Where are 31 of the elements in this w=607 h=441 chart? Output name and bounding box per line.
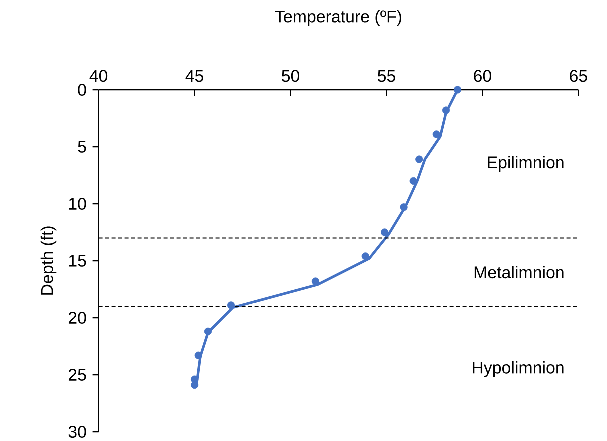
point [381, 228, 389, 236]
x-axis-title: Temperature (ºF) [275, 10, 402, 26]
annotation: Metalimnion [474, 266, 564, 279]
y-tick-label: 25 [68, 368, 86, 381]
x-tick-label: 40 [90, 70, 108, 82]
point [442, 106, 450, 114]
point [204, 328, 212, 336]
y-tick-label: 30 [68, 426, 86, 438]
x-tick-label: 55 [378, 70, 396, 82]
point [190, 381, 199, 390]
annotation: Hypolimnion [473, 361, 564, 378]
point [194, 352, 202, 360]
point [362, 252, 370, 260]
x-tick-label: 65 [570, 70, 588, 82]
point [416, 156, 424, 164]
point [312, 278, 320, 286]
y-tick-label: 15 [69, 255, 86, 267]
y-axis-title: Depth (ft) [40, 226, 57, 295]
point [410, 177, 418, 185]
point [400, 204, 408, 212]
point [454, 86, 462, 94]
point [432, 130, 440, 138]
annotation: Epilimnion [488, 156, 564, 172]
y-tick-label: 0 [78, 84, 86, 96]
point [227, 302, 236, 310]
y-tick-label: 20 [68, 312, 86, 324]
x-tick-label: 60 [474, 70, 492, 82]
x-tick-label: 50 [282, 70, 300, 82]
y-tick-label: 5 [78, 141, 86, 153]
x-tick-label: 45 [186, 70, 204, 82]
y-tick-label: 10 [69, 198, 86, 210]
